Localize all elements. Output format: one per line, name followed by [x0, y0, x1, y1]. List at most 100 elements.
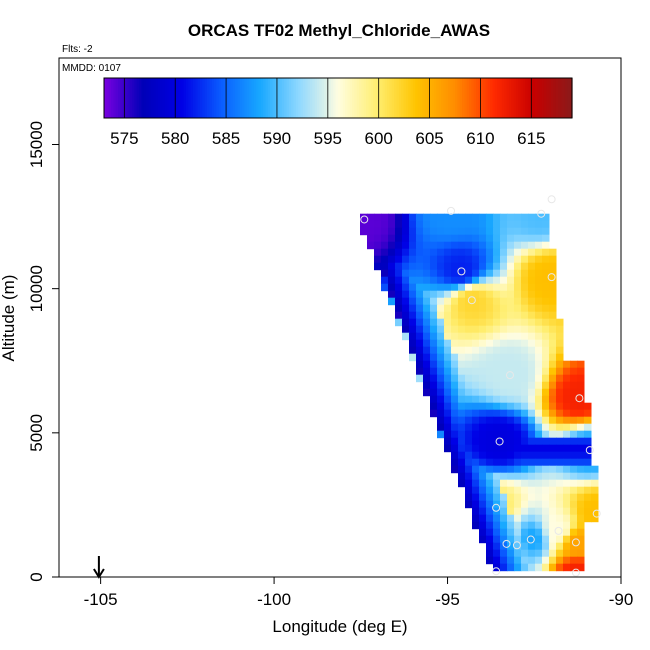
colorbar-segment [562, 78, 566, 118]
heatmap-cell [542, 500, 550, 509]
sample-point [447, 206, 456, 215]
heatmap-cell [549, 360, 557, 369]
heatmap-cell [514, 241, 522, 250]
heatmap-cell [521, 437, 529, 446]
heatmap-cell [444, 227, 452, 236]
heatmap-cell [444, 290, 452, 299]
heatmap-cell [507, 458, 515, 467]
sample-point [547, 195, 556, 204]
heatmap-cell [472, 479, 480, 488]
colorbar-segment [244, 78, 248, 118]
heatmap-cell [479, 241, 487, 250]
heatmap-cell [479, 374, 487, 383]
heatmap-cell [402, 213, 410, 222]
heatmap-cell [416, 283, 424, 292]
heatmap-cell [465, 416, 473, 425]
sample-point [554, 526, 563, 535]
heatmap-cell [493, 290, 501, 299]
heatmap-cell [591, 500, 599, 509]
heatmap-cell [472, 283, 480, 292]
heatmap-cell [556, 381, 564, 390]
colorbar-segment [485, 78, 489, 118]
heatmap-cell [493, 276, 501, 285]
colorbar-segment [452, 78, 456, 118]
heatmap-cell [570, 493, 578, 502]
heatmap-cell [507, 220, 515, 229]
heatmap-cell [556, 542, 564, 551]
heatmap-cell [507, 297, 515, 306]
heatmap-cell [521, 213, 529, 222]
heatmap-cell [465, 437, 473, 446]
heatmap-cell [486, 220, 494, 229]
colorbar-tick-label: 600 [365, 129, 393, 148]
heatmap-cell [500, 521, 508, 530]
heatmap-cell [528, 234, 536, 243]
heatmap-cell [479, 311, 487, 320]
heatmap-cell [458, 388, 466, 397]
heatmap-cell [451, 353, 459, 362]
heatmap-cell [528, 528, 536, 537]
heatmap-cell [549, 297, 557, 306]
colorbar-segment [431, 78, 435, 118]
heatmap-cell [535, 437, 543, 446]
heatmap-cell [444, 346, 452, 355]
heatmap-cell [458, 269, 466, 278]
heatmap-cell [430, 276, 438, 285]
heatmap-cell [493, 458, 501, 467]
heatmap-cell [528, 486, 536, 495]
heatmap-cell [458, 458, 466, 467]
heatmap-cell [549, 521, 557, 530]
colorbar-segment [534, 78, 538, 118]
heatmap-cell [563, 514, 571, 523]
heatmap-cell [507, 514, 515, 523]
heatmap-cell [465, 353, 473, 362]
heatmap-cell [423, 339, 431, 348]
heatmap-cell [493, 374, 501, 383]
heatmap-cell [507, 241, 515, 250]
heatmap-cell [416, 367, 424, 376]
heatmap-cell [563, 465, 571, 474]
heatmap-cell [465, 241, 473, 250]
heatmap-cell [444, 234, 452, 243]
heatmap-cells [360, 213, 599, 572]
heatmap-cell [577, 500, 585, 509]
heatmap-cell [542, 304, 550, 313]
colorbar-segment [345, 78, 348, 118]
heatmap-cell [570, 500, 578, 509]
heatmap-cell [444, 353, 452, 362]
colorbar-segment [391, 78, 395, 118]
heatmap-cell [500, 472, 508, 481]
heatmap-cell [514, 290, 522, 299]
colorbar-tick-label: 580 [161, 129, 189, 148]
heatmap-cell [528, 444, 536, 453]
heatmap-cell [549, 416, 557, 425]
heatmap-cell [577, 465, 585, 474]
heatmap-cell [500, 276, 508, 285]
heatmap-cell [374, 227, 382, 236]
heatmap-cell [563, 423, 571, 432]
heatmap-cell [535, 388, 543, 397]
heatmap-cell [500, 430, 508, 439]
heatmap-cell [444, 255, 452, 264]
heatmap-cell [402, 234, 410, 243]
heatmap-cell [465, 472, 473, 481]
heatmap-cell [556, 563, 564, 572]
heatmap-cell [507, 556, 515, 565]
heatmap-cell [493, 416, 501, 425]
heatmap-cell [493, 325, 501, 334]
heatmap-cell [542, 360, 550, 369]
heatmap-cell [458, 367, 466, 376]
heatmap-cell [416, 325, 424, 334]
heatmap-cell [444, 388, 452, 397]
heatmap-cell [486, 395, 494, 404]
colorbar-segment [532, 78, 536, 118]
colorbar-segment [204, 78, 208, 118]
colorbar-segment [260, 78, 264, 118]
heatmap-cell [514, 318, 522, 327]
heatmap-cell [402, 241, 410, 250]
heatmap-cell [444, 360, 452, 369]
heatmap-cell [472, 402, 480, 411]
heatmap-cell [493, 262, 501, 271]
colorbar-segment [188, 78, 192, 118]
colorbar-segment [228, 78, 231, 118]
